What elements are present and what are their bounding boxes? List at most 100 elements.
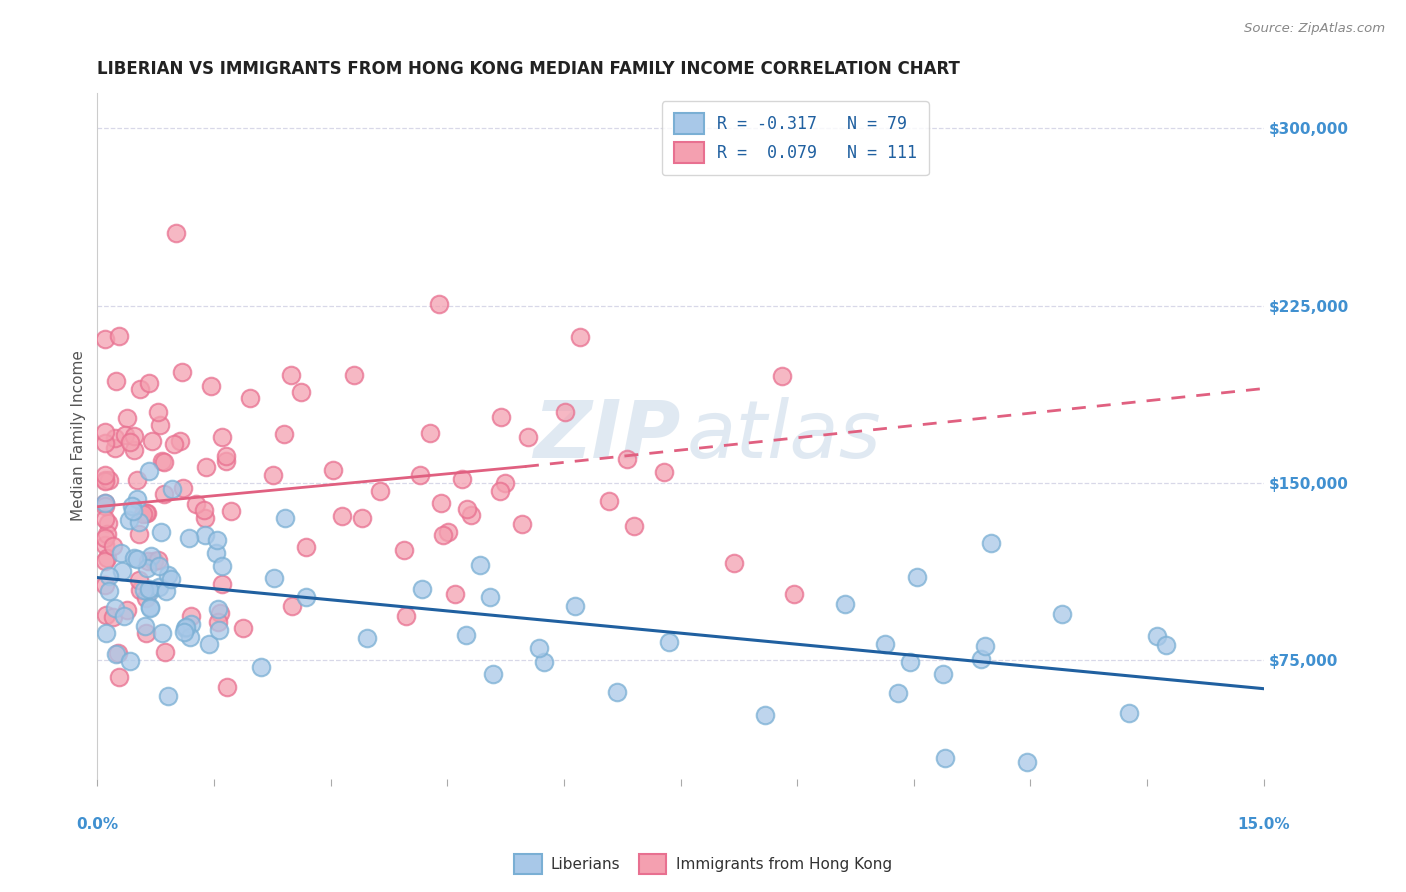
Point [488,484,510,499]
Point [295,540,318,554]
Point [169,434,191,449]
Point [905,570,928,584]
Point [295,590,318,604]
Point [136,561,159,575]
Point [616,451,638,466]
Point [395,609,418,624]
Point [128,515,150,529]
Text: Source: ZipAtlas.com: Source: ZipAtlas.com [1244,22,1385,36]
Point [105,647,128,661]
Point [138,585,160,599]
Point [94,332,117,346]
Point [352,511,374,525]
Point [194,511,217,525]
Point [437,525,460,540]
Point [97,516,120,531]
Point [1146,629,1168,643]
Point [554,405,576,419]
Point [205,533,228,548]
Point [343,368,366,383]
Point [94,436,117,450]
Point [152,487,174,501]
Point [194,528,217,542]
Point [110,546,132,560]
Point [97,569,120,583]
Point [281,599,304,614]
Point [94,578,117,592]
Point [98,584,121,599]
Point [125,491,148,506]
Legend: Liberians, Immigrants from Hong Kong: Liberians, Immigrants from Hong Kong [508,848,898,880]
Point [723,556,745,570]
Point [208,606,231,620]
Point [108,670,131,684]
Point [135,506,157,520]
Point [94,473,117,487]
Point [122,428,145,442]
Point [129,382,152,396]
Point [450,472,472,486]
Point [430,496,453,510]
Point [149,524,172,539]
Point [148,580,170,594]
Point [494,475,516,490]
Point [107,329,129,343]
Point [94,531,117,545]
Point [249,659,271,673]
Point [974,639,997,653]
Point [887,686,910,700]
Point [155,584,177,599]
Point [135,626,157,640]
Point [152,455,174,469]
Point [157,568,180,582]
Point [200,378,222,392]
Point [174,620,197,634]
Legend: R = -0.317   N = 79, R =  0.079   N = 111: R = -0.317 N = 79, R = 0.079 N = 111 [662,102,929,175]
Point [970,651,993,665]
Point [491,410,513,425]
Point [932,667,955,681]
Point [217,680,239,694]
Point [173,624,195,639]
Point [427,297,450,311]
Point [172,481,194,495]
Point [368,484,391,499]
Point [432,528,454,542]
Point [101,610,124,624]
Point [1118,706,1140,720]
Point [132,507,155,521]
Point [138,554,160,568]
Point [96,626,118,640]
Point [207,615,229,629]
Point [517,430,540,444]
Point [104,601,127,615]
Point [221,503,243,517]
Point [214,450,236,464]
Point [262,467,284,482]
Point [125,473,148,487]
Y-axis label: Median Family Income: Median Family Income [72,351,86,521]
Point [143,554,166,568]
Point [114,428,136,442]
Point [97,474,120,488]
Point [510,516,533,531]
Point [122,551,145,566]
Point [110,564,132,578]
Point [115,410,138,425]
Point [419,425,441,440]
Point [564,599,586,614]
Point [135,591,157,606]
Point [980,536,1002,550]
Point [177,531,200,545]
Point [274,510,297,524]
Point [128,527,150,541]
Point [138,464,160,478]
Text: LIBERIAN VS IMMIGRANTS FROM HONG KONG MEDIAN FAMILY INCOME CORRELATION CHART: LIBERIAN VS IMMIGRANTS FROM HONG KONG ME… [97,60,960,78]
Point [150,454,173,468]
Point [125,552,148,566]
Point [207,602,229,616]
Point [139,599,162,614]
Point [138,376,160,391]
Point [280,368,302,382]
Text: ZIP: ZIP [533,397,681,475]
